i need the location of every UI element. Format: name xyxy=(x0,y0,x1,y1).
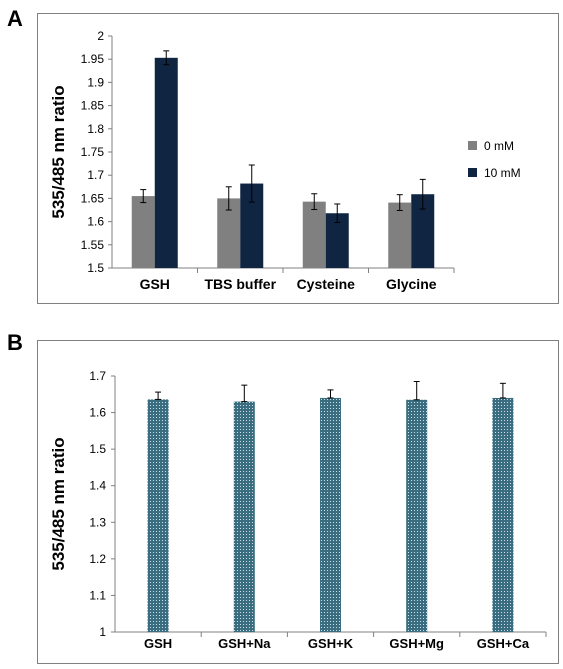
chart-a-legend-label: 0 mM xyxy=(484,139,514,153)
chart-b-y-tick-label: 1.4 xyxy=(89,479,106,493)
chart-b-bar xyxy=(320,397,341,632)
chart-b-y-tick-label: 1.3 xyxy=(89,515,106,529)
chart-a-bar-10mm xyxy=(240,183,264,268)
panel-a-frame: 1.5 1.55 1.6 1.65 1.7 1.75 1.8 1.85 1.9 1.95 2 535/… xyxy=(37,13,559,304)
chart-b-y-tick-label: 1.6 xyxy=(89,406,106,420)
chart-b: 1 1.1 1.2 1.3 1.4 1.5 1.6 1.7 535/485 nm ratio GS… xyxy=(49,369,547,651)
chart-a-y-tick-label: 1.75 xyxy=(81,145,105,159)
chart-a-bar-0mm xyxy=(302,201,326,268)
panel-b-frame: 1 1.1 1.2 1.3 1.4 1.5 1.6 1.7 535/485 nm ratio GS… xyxy=(37,340,559,664)
chart-b-bar xyxy=(492,397,514,632)
chart-a-bar-0mm xyxy=(131,196,155,268)
chart-b-y-tick-label: 1.2 xyxy=(89,552,106,566)
chart-a-y-tick-label: 1.65 xyxy=(81,191,105,205)
chart-b-y-tick-label: 1.1 xyxy=(89,588,106,602)
chart-a-y-tick-label: 1.85 xyxy=(81,99,105,113)
chart-a-category-label: Cysteine xyxy=(297,276,356,292)
chart-a-bar-0mm xyxy=(217,198,241,268)
chart-b-category-label: GSH+Ca xyxy=(477,636,530,651)
chart-a-y-tick-label: 1.95 xyxy=(81,52,105,66)
chart-a-y-tick-label: 1.8 xyxy=(87,122,104,136)
chart-b-y-axis-label: 535/485 nm ratio xyxy=(49,437,68,570)
chart-a-category-label: Glycine xyxy=(386,276,437,292)
chart-b-category-label: GSH xyxy=(144,636,172,651)
chart-a-y-tick-label: 1.7 xyxy=(87,168,104,182)
chart-a-y-tick-label: 2 xyxy=(97,29,104,43)
chart-a-legend-label: 10 mM xyxy=(484,166,521,180)
chart-a: 1.5 1.55 1.6 1.65 1.7 1.75 1.8 1.85 1.9 1.95 2 535/… xyxy=(49,29,521,292)
chart-b-bar xyxy=(233,401,255,632)
chart-a-bar-10mm xyxy=(154,57,178,268)
chart-b-y-tick-label: 1.7 xyxy=(89,369,106,383)
chart-a-legend-swatch xyxy=(468,141,477,150)
chart-a-bar-10mm xyxy=(325,213,349,268)
chart-b-category-label: GSH+K xyxy=(308,636,354,651)
chart-b-y-tick-label: 1.5 xyxy=(89,442,106,456)
chart-a-y-tick-label: 1.5 xyxy=(87,261,104,275)
panel-b-letter: B xyxy=(7,330,23,355)
chart-a-bar-10mm xyxy=(411,194,435,268)
panel-a-letter: A xyxy=(7,6,23,31)
chart-a-legend-swatch xyxy=(468,168,477,177)
chart-b-y-tick-label: 1 xyxy=(99,625,106,639)
chart-b-category-label: GSH+Na xyxy=(218,636,271,651)
chart-a-category-label: TBS buffer xyxy=(204,276,276,292)
chart-a-y-axis-label: 535/485 nm ratio xyxy=(49,85,68,218)
chart-b-bar xyxy=(147,399,169,632)
chart-b-category-label: GSH+Mg xyxy=(389,636,444,651)
chart-a-y-tick-label: 1.6 xyxy=(87,215,104,229)
chart-a-bar-0mm xyxy=(388,202,412,268)
chart-b-bar xyxy=(406,399,428,632)
chart-a-y-tick-label: 1.55 xyxy=(81,238,105,252)
chart-a-category-label: GSH xyxy=(140,276,170,292)
chart-a-y-tick-label: 1.9 xyxy=(87,75,104,89)
